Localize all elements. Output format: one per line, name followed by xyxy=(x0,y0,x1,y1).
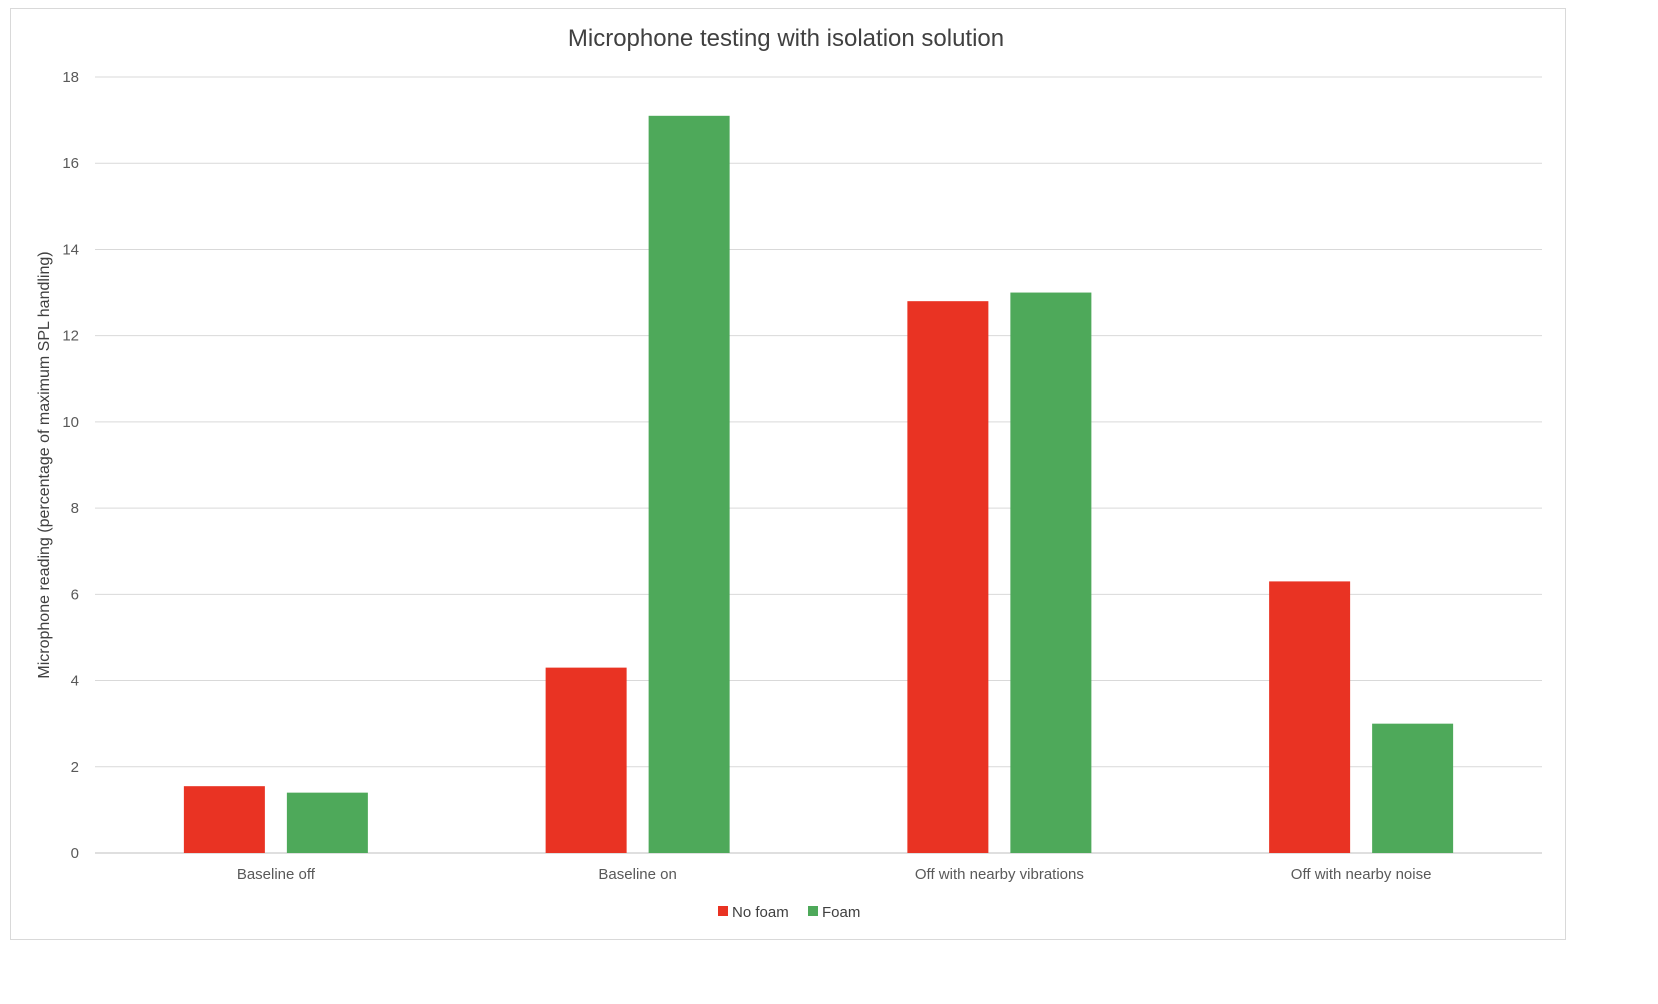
bar-foam xyxy=(1372,723,1454,853)
chart-title: Microphone testing with isolation soluti… xyxy=(568,25,1004,52)
x-tick-label: Off with nearby noise xyxy=(1291,866,1432,883)
y-tick-label: 8 xyxy=(71,500,79,517)
y-tick-label: 14 xyxy=(62,241,79,258)
x-tick-label: Off with nearby vibrations xyxy=(915,866,1084,883)
y-tick-label: 2 xyxy=(71,759,79,776)
bar-no-foam xyxy=(907,301,989,854)
y-tick-label: 0 xyxy=(71,845,79,862)
bar-foam xyxy=(1010,292,1092,853)
y-tick-label: 4 xyxy=(71,673,79,690)
bars xyxy=(183,115,1454,854)
y-axis-title: Microphone reading (percentage of maximu… xyxy=(36,251,53,678)
x-tick-label: Baseline off xyxy=(237,866,316,883)
y-tick-label: 6 xyxy=(71,586,79,603)
y-tick-label: 10 xyxy=(62,414,79,431)
bar-foam xyxy=(648,115,730,854)
x-axis-ticks: Baseline off Baseline on Off with nearby v… xyxy=(237,866,1432,883)
y-tick-label: 12 xyxy=(62,328,79,345)
legend-swatch xyxy=(808,906,818,916)
y-tick-label: 18 xyxy=(62,69,79,86)
legend-label: No foam xyxy=(732,904,789,921)
bar-no-foam xyxy=(183,786,265,853)
legend-label: Foam xyxy=(822,904,860,921)
legend: No foam Foam xyxy=(718,904,860,921)
x-tick-label: Baseline on xyxy=(598,866,676,883)
bar-no-foam xyxy=(1269,581,1351,853)
y-axis-ticks: 0 2 4 6 8 10 12 14 16 18 xyxy=(62,69,79,862)
legend-swatch xyxy=(718,906,728,916)
y-tick-label: 16 xyxy=(62,155,79,172)
bar-foam xyxy=(286,792,368,853)
bar-no-foam xyxy=(545,667,627,853)
